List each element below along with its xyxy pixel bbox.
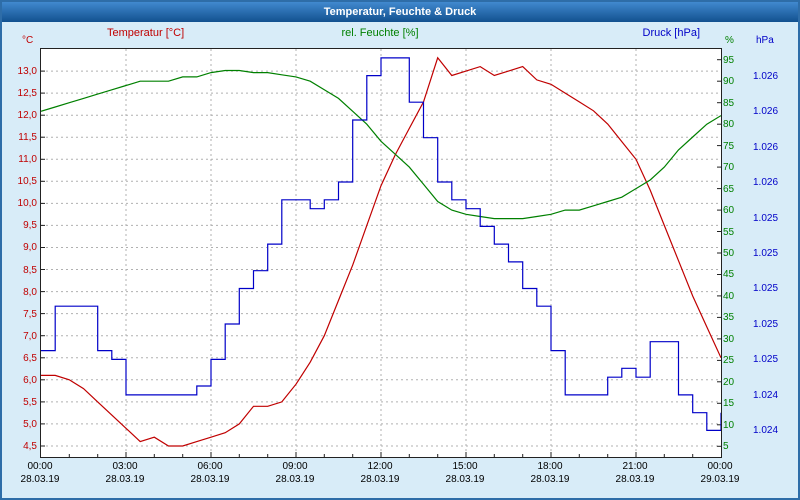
humidity-tick-label: 90 bbox=[723, 76, 735, 87]
date-tick-label: 29.03.19 bbox=[700, 474, 740, 485]
humidity-series-label: rel. Feuchte [%] bbox=[341, 27, 419, 39]
humidity-tick-label: 20 bbox=[723, 377, 735, 388]
window-title-bar[interactable]: Temperatur, Feuchte & Druck bbox=[2, 2, 798, 22]
humidity-unit-label: % bbox=[725, 35, 734, 46]
humidity-tick-label: 60 bbox=[723, 205, 735, 216]
date-tick-label: 28.03.19 bbox=[445, 474, 485, 485]
time-tick-label: 15:00 bbox=[452, 461, 478, 472]
time-tick-label: 06:00 bbox=[197, 461, 223, 472]
time-tick-label: 03:00 bbox=[112, 461, 138, 472]
temperature-tick-label: 5,5 bbox=[23, 397, 37, 408]
pressure-tick-label: 1.024 bbox=[753, 425, 779, 436]
temperature-tick-label: 8,0 bbox=[23, 287, 37, 298]
time-tick-label: 00:00 bbox=[707, 461, 733, 472]
humidity-tick-label: 95 bbox=[723, 55, 735, 66]
temperature-tick-label: 9,0 bbox=[23, 242, 37, 253]
window-title: Temperatur, Feuchte & Druck bbox=[323, 6, 477, 18]
date-tick-label: 28.03.19 bbox=[530, 474, 570, 485]
humidity-tick-label: 65 bbox=[723, 184, 735, 195]
humidity-tick-label: 5 bbox=[723, 441, 729, 452]
time-tick-label: 21:00 bbox=[622, 461, 648, 472]
humidity-tick-label: 85 bbox=[723, 98, 735, 109]
chart-plot-wrapper bbox=[40, 48, 722, 458]
time-tick-label: 18:00 bbox=[537, 461, 563, 472]
humidity-tick-label: 75 bbox=[723, 141, 735, 152]
pressure-unit-label: hPa bbox=[756, 35, 774, 46]
gridlines bbox=[41, 49, 721, 457]
date-tick-label: 28.03.19 bbox=[105, 474, 145, 485]
pressure-tick-label: 1.026 bbox=[753, 106, 779, 117]
temperature-tick-label: 13,0 bbox=[17, 66, 37, 77]
humidity-tick-label: 35 bbox=[723, 312, 735, 323]
time-tick-label: 00:00 bbox=[27, 461, 53, 472]
temperature-tick-label: 7,5 bbox=[23, 309, 37, 320]
temperature-tick-label: 11,0 bbox=[18, 154, 37, 165]
humidity-axis-labels: 95 90 85 80 75 70 65 60 55 50 45 40 35 30 25 20 15 10 5 bbox=[723, 49, 751, 457]
humidity-tick-label: 50 bbox=[723, 248, 735, 259]
humidity-tick-label: 70 bbox=[723, 162, 735, 173]
pressure-tick-label: 1.025 bbox=[753, 319, 779, 330]
time-axis-labels: 00:00 28.03.19 03:00 28.03.19 06:00 28.03.19 0… bbox=[2, 461, 798, 493]
humidity-tick-label: 15 bbox=[723, 398, 735, 409]
humidity-tick-label: 40 bbox=[723, 291, 735, 302]
temperature-series-label: Temperatur [°C] bbox=[107, 27, 185, 39]
temperature-tick-label: 4,5 bbox=[23, 441, 37, 452]
temperature-unit-label: °C bbox=[22, 35, 34, 46]
temperature-tick-label: 6,0 bbox=[23, 375, 37, 386]
pressure-series-line bbox=[41, 57, 721, 431]
humidity-series-line bbox=[41, 69, 721, 220]
humidity-tick-label: 30 bbox=[723, 334, 735, 345]
date-tick-label: 28.03.19 bbox=[20, 474, 60, 485]
temperature-tick-label: 7,0 bbox=[23, 331, 37, 342]
temperature-series-line bbox=[41, 56, 721, 447]
temperature-tick-label: 10,5 bbox=[17, 176, 37, 187]
pressure-tick-label: 1.026 bbox=[753, 177, 779, 188]
date-tick-label: 28.03.19 bbox=[190, 474, 230, 485]
humidity-tick-label: 25 bbox=[723, 355, 735, 366]
temperature-tick-label: 12,5 bbox=[17, 88, 37, 99]
pressure-tick-label: 1.025 bbox=[753, 354, 779, 365]
chart-plot-area bbox=[40, 48, 722, 458]
temperature-tick-label: 9,5 bbox=[23, 220, 37, 231]
time-tick-label: 09:00 bbox=[282, 461, 308, 472]
temperature-axis-labels: 13,0 12,5 12,0 11,5 11,0 10,5 10,0 9,5 9,0 8,5 8,0… bbox=[2, 49, 37, 457]
pressure-series-label: Druck [hPa] bbox=[642, 27, 700, 39]
temperature-tick-label: 5,0 bbox=[23, 419, 37, 430]
humidity-tick-label: 10 bbox=[723, 420, 735, 431]
temperature-tick-label: 6,5 bbox=[23, 353, 37, 364]
date-tick-label: 28.03.19 bbox=[615, 474, 655, 485]
pressure-tick-label: 1.025 bbox=[753, 213, 779, 224]
time-tick-label: 12:00 bbox=[367, 461, 393, 472]
pressure-tick-label: 1.025 bbox=[753, 283, 779, 294]
temperature-tick-label: 11,5 bbox=[18, 132, 37, 143]
pressure-axis-labels: 1.026 1.026 1.026 1.026 1.025 1.025 1.025 1.025… bbox=[753, 49, 797, 457]
humidity-tick-label: 45 bbox=[723, 269, 735, 280]
humidity-tick-label: 80 bbox=[723, 119, 735, 130]
pressure-tick-label: 1.026 bbox=[753, 142, 779, 153]
pressure-tick-label: 1.026 bbox=[753, 71, 779, 82]
date-tick-label: 28.03.19 bbox=[360, 474, 400, 485]
temperature-tick-label: 8,5 bbox=[23, 265, 37, 276]
pressure-tick-label: 1.025 bbox=[753, 248, 779, 259]
axis-tick-marks bbox=[41, 59, 721, 457]
pressure-tick-label: 1.024 bbox=[753, 390, 779, 401]
humidity-tick-label: 55 bbox=[723, 227, 735, 238]
temperature-tick-label: 12,0 bbox=[17, 110, 37, 121]
date-tick-label: 28.03.19 bbox=[275, 474, 315, 485]
temperature-tick-label: 10,0 bbox=[17, 198, 37, 209]
